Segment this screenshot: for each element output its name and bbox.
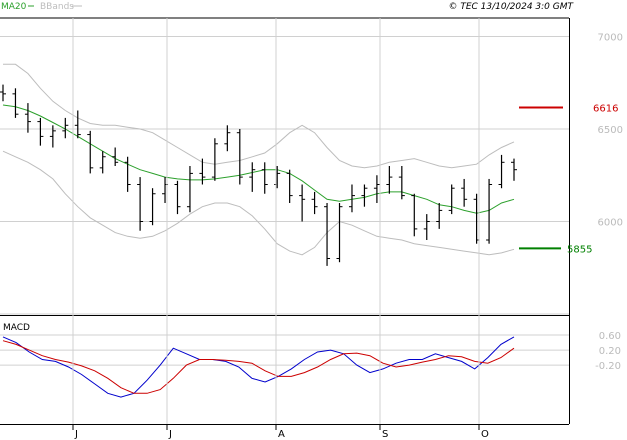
ohlc-bar — [49, 125, 56, 148]
ohlc-bar — [348, 184, 355, 213]
copyright: © TEC 13/10/2024 3:0 GMT — [448, 2, 574, 12]
price-grid — [0, 36, 569, 315]
ohlc-bar — [149, 188, 156, 226]
ohlc-bar — [436, 203, 443, 229]
ohlc-bar — [423, 214, 430, 240]
legend-bbands-label: BBands — [40, 2, 74, 12]
ohlc-bar — [336, 203, 343, 263]
ohlc-bar — [112, 147, 119, 166]
ohlc-bar — [386, 166, 393, 194]
ohlc-bar — [236, 129, 243, 185]
ohlc-bar — [124, 156, 131, 192]
macd-tick-label: -0.20 — [595, 361, 621, 372]
bbands-line — [2, 150, 515, 256]
ohlc-bar — [211, 138, 218, 181]
ohlc-bar — [511, 158, 517, 181]
ohlc-bar — [24, 103, 31, 133]
legend-ma20-label: MA20 — [1, 2, 27, 12]
ohlc-bar — [62, 117, 69, 139]
macd-lines — [2, 336, 515, 398]
ohlc-bar — [37, 117, 44, 146]
ohlc-bar — [87, 130, 94, 174]
ohlc-bar — [249, 162, 256, 192]
macd-line — [2, 336, 515, 398]
ohlc-bar — [137, 177, 144, 231]
ohlc-bar — [199, 158, 206, 185]
x-tick-label: J — [168, 429, 172, 440]
signal-line — [2, 340, 515, 394]
price-y-axis: 7000 6500 6000 — [598, 33, 623, 229]
legend: MA20 BBands — [1, 2, 82, 12]
macd-grid — [0, 334, 569, 366]
bbands-line — [3, 63, 515, 169]
ohlc-bar — [411, 193, 418, 237]
price-level-label: 6616 — [593, 104, 618, 115]
price-tick-label: 6500 — [598, 125, 623, 136]
ohlc-bar — [224, 125, 231, 152]
ohlc-bar — [99, 151, 106, 174]
x-tick-label: A — [278, 429, 285, 440]
ohlc-bar — [361, 184, 368, 207]
ohlc-bar — [398, 166, 405, 200]
ohlc-bar — [373, 175, 380, 203]
x-tick-label: O — [481, 429, 489, 440]
macd-y-axis: 0.60 0.20 -0.20 — [595, 331, 621, 372]
ohlc-bar — [486, 178, 493, 244]
ohlc-bar — [261, 162, 268, 194]
macd-tick-label: 0.60 — [599, 331, 621, 342]
ohlc-bar — [324, 203, 331, 266]
price-tick-label: 7000 — [598, 33, 623, 44]
macd-tick-label: 0.20 — [599, 346, 621, 357]
price-tick-label: 6000 — [598, 218, 623, 229]
ohlc-bar — [186, 166, 193, 213]
ohlc-bar — [286, 169, 293, 203]
price-bars — [0, 84, 517, 266]
ma20-line — [2, 104, 515, 214]
price-levels: 6616 5855 — [519, 104, 618, 255]
macd-label: MACD — [3, 323, 30, 333]
price-level-label: 5855 — [567, 244, 592, 255]
x-tick-label: J — [74, 429, 78, 440]
ohlc-bar — [299, 184, 306, 222]
ohlc-bar — [174, 180, 181, 215]
ohlc-bar — [0, 84, 6, 102]
ohlc-bar — [74, 110, 81, 139]
x-tick-label: S — [382, 429, 388, 440]
ohlc-bar — [12, 88, 19, 118]
ohlc-bar — [311, 191, 318, 215]
ohlc-bar — [448, 184, 455, 215]
indicator-lines — [2, 63, 515, 256]
ohlc-bar — [498, 154, 505, 189]
ohlc-bar — [461, 178, 468, 207]
